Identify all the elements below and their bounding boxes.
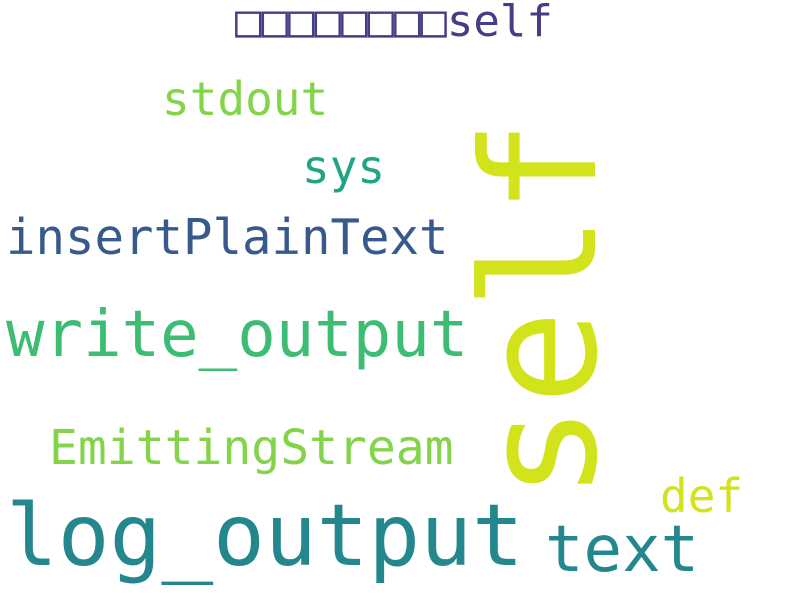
word-insertplaintext: insertPlainText (6, 209, 449, 266)
word-text: text (545, 513, 700, 587)
word-stdout: stdout (162, 72, 329, 126)
word-log-output: log_output (6, 486, 524, 586)
word-write-output: write_output (6, 298, 469, 372)
word-def: def (660, 469, 744, 523)
word-sys: sys (302, 140, 386, 194)
word-cjk-self: □□□□□□□□self (235, 0, 553, 47)
word-self: self (449, 119, 633, 501)
word-emittingstream: EmittingStream (49, 420, 454, 476)
